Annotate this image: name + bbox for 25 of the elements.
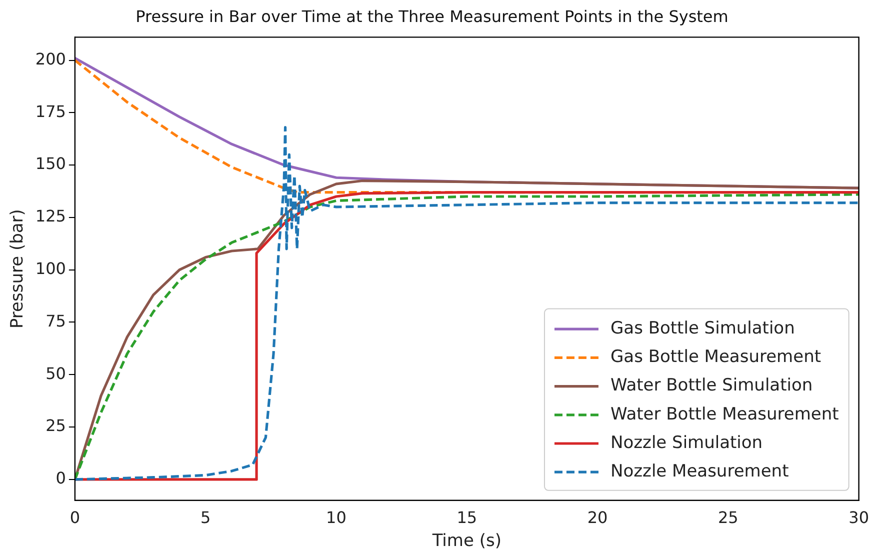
legend-label: Gas Bottle Simulation xyxy=(610,318,795,339)
x-tick-label: 15 xyxy=(456,508,478,528)
x-tick-label: 25 xyxy=(718,508,738,528)
y-tick-label: 125 xyxy=(35,206,66,226)
legend-label: Nozzle Simulation xyxy=(610,432,763,453)
y-tick-label: 200 xyxy=(35,49,66,68)
legend-label: Water Bottle Measurement xyxy=(610,404,840,424)
x-axis-title: Time (s) xyxy=(431,531,502,552)
legend-label: Water Bottle Simulation xyxy=(610,376,813,396)
y-tick-label: 100 xyxy=(35,259,66,278)
x-tick-label: 10 xyxy=(326,508,346,528)
y-tick-label: 75 xyxy=(46,311,66,330)
chart-title: Pressure in Bar over Time at the Three Measurement Points in the System xyxy=(136,6,728,26)
y-tick-label: 25 xyxy=(46,416,66,436)
y-axis-title: Pressure (bar) xyxy=(8,209,28,329)
y-tick-label: 50 xyxy=(46,364,66,383)
x-tick-label: 20 xyxy=(587,508,608,528)
legend-label: Nozzle Measurement xyxy=(610,462,790,482)
legend-label: Gas Bottle Measurement xyxy=(610,347,822,368)
y-tick-label: 150 xyxy=(35,154,66,174)
x-tick-label: 5 xyxy=(200,508,211,528)
y-tick-label: 175 xyxy=(35,102,66,121)
y-tick-label: 0 xyxy=(56,468,66,488)
x-tick-label: 0 xyxy=(70,508,80,528)
x-tick-label: 30 xyxy=(848,508,869,528)
